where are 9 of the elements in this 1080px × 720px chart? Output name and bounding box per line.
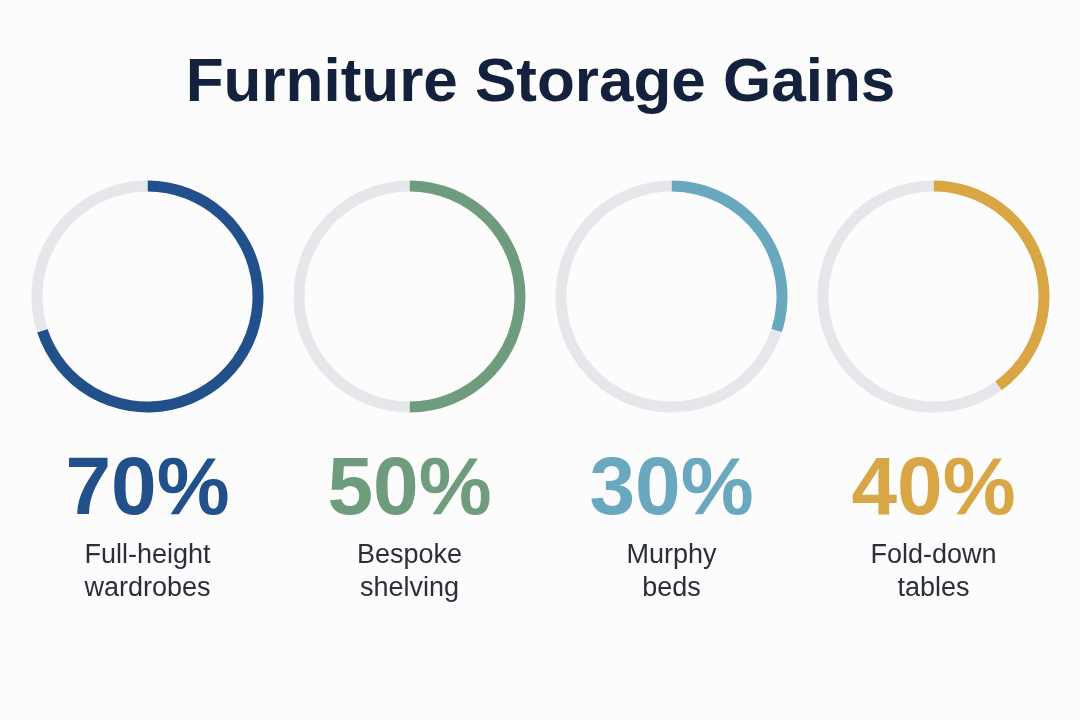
text: 30% [589,439,754,531]
text: 50% [327,439,492,531]
text: 70% [65,439,230,531]
text: Murphy beds [626,538,718,602]
text: 40% [851,439,1016,531]
text: Fold-down tables [870,538,997,602]
text: Furniture Storage Gains [185,44,896,114]
text: Full-height wardrobes [83,538,212,602]
text: Bespoke shelving [356,538,463,602]
